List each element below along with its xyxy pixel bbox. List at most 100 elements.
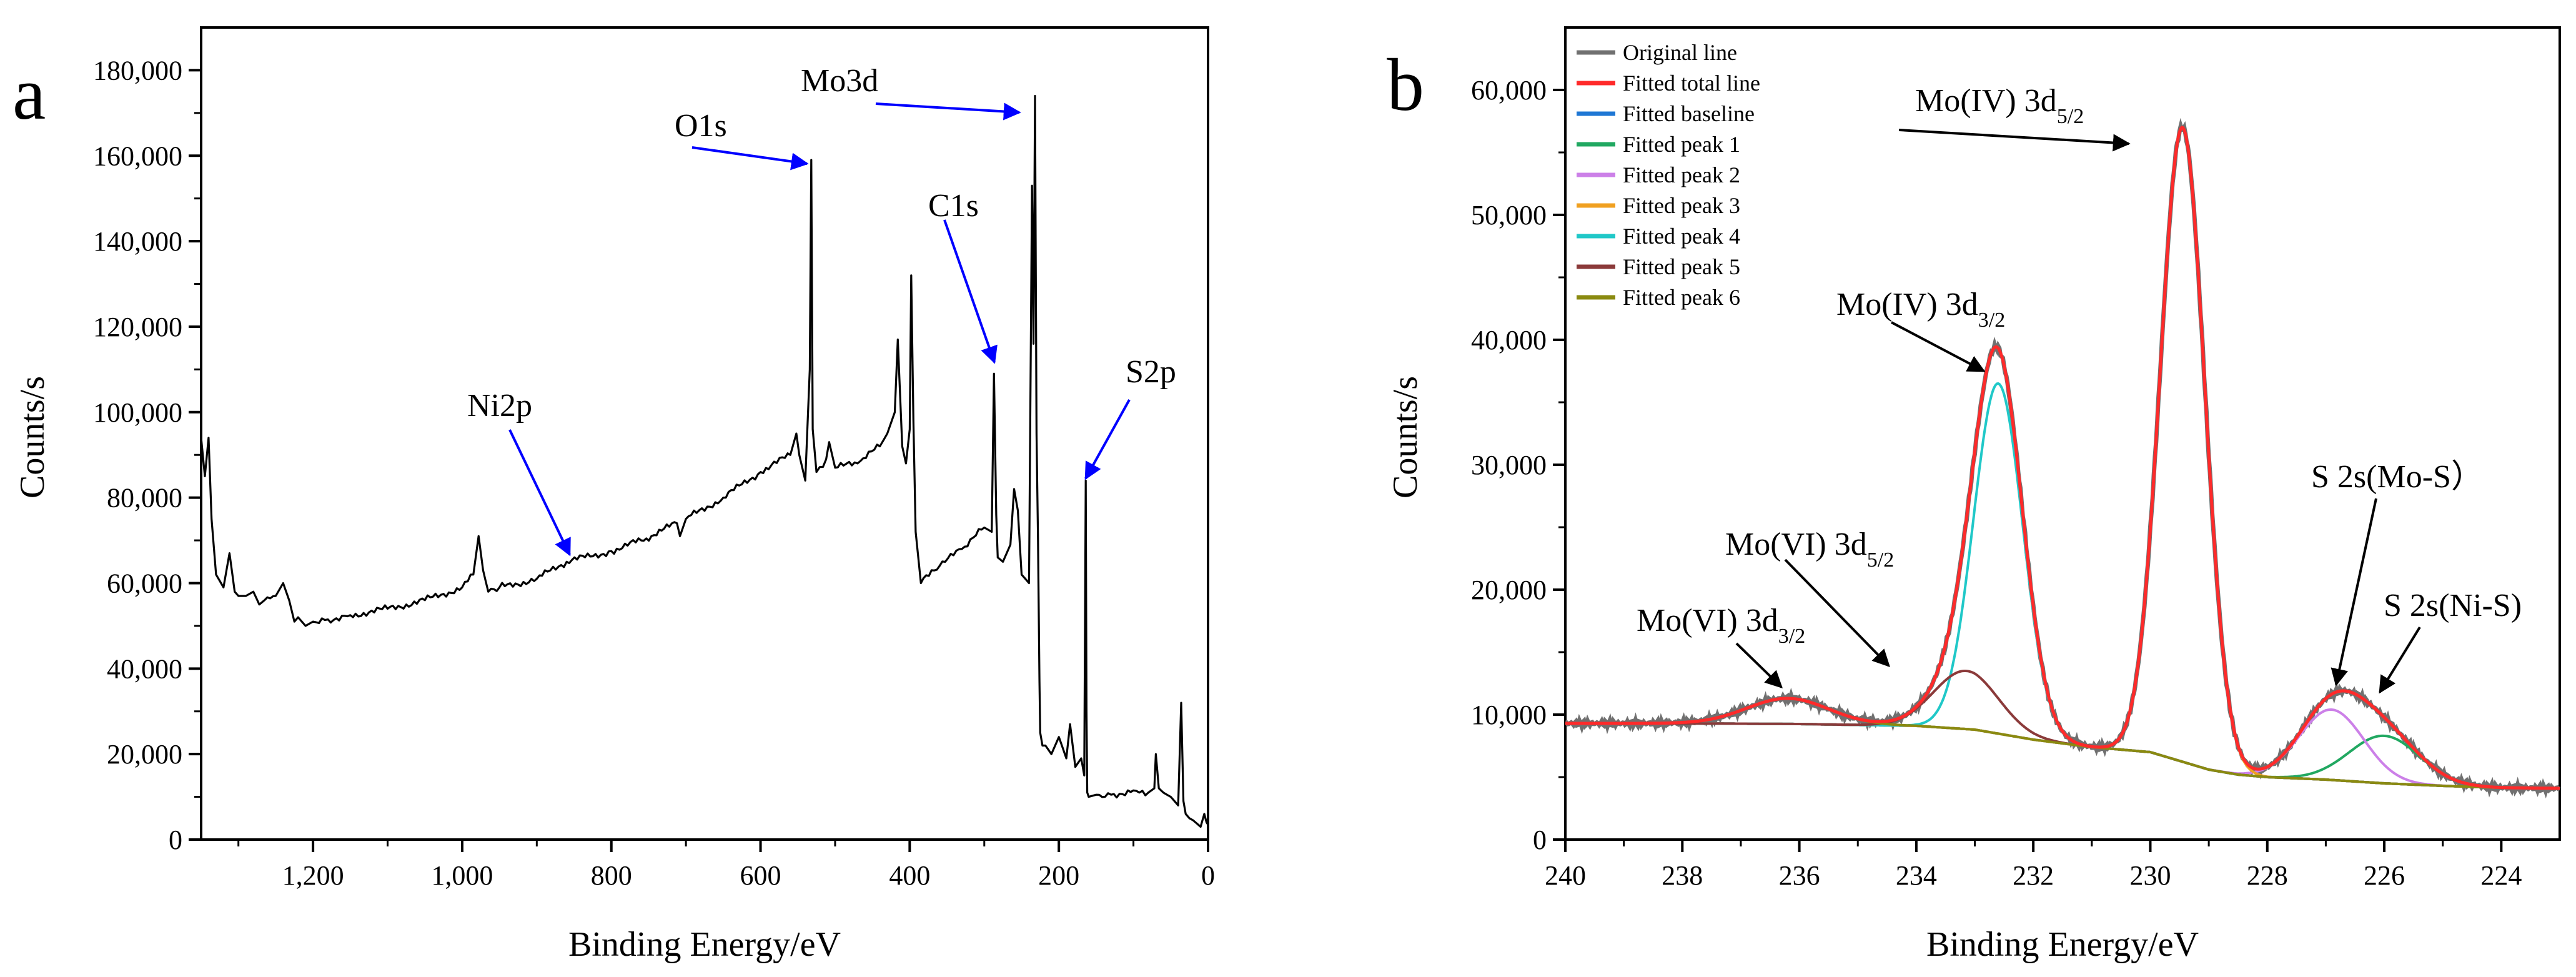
annotation-mo3d-label: Mo3d [801, 63, 878, 99]
annotation-mo4-32: Mo(IV) 3d3/2 [1836, 287, 2005, 372]
panel-b-y-tick-label: 0 [1533, 825, 1547, 855]
annotation-mo4-52-base: Mo(IV) 3d [1915, 83, 2057, 119]
panel-b-legend: Original line Fitted total line Fitted bas… [1577, 40, 1760, 310]
panel-b: b 240 238 236 234 232 230 228 226 224 0 10,000 20,… [1386, 26, 2561, 964]
panel-b-y-tick-label: 10,000 [1471, 700, 1547, 730]
panel-b-y-axis: 0 10,000 20,000 30,000 40,000 50,000 60,000 [1471, 75, 1565, 855]
panel-b-y-tick-label: 30,000 [1471, 450, 1547, 480]
panel-b-x-tick-label: 234 [1896, 860, 1937, 891]
panel-a-x-axis: 1,200 1,000 800 600 400 200 0 [237, 840, 1215, 891]
panel-b-x-axis: 240 238 236 234 232 230 228 226 224 [1545, 840, 2522, 891]
annotation-mo6-52-sub: 5/2 [1867, 548, 1894, 572]
annotation-c1s: C1s [928, 188, 998, 364]
panel-a-series [200, 94, 1209, 828]
annotation-s2p-label: S2p [1126, 354, 1176, 390]
legend-label: Original line [1623, 40, 1737, 65]
annotation-s2s-nis-label: S 2s(Ni-S) [2384, 588, 2522, 623]
panel-b-y-tick-label: 40,000 [1471, 325, 1547, 355]
panel-b-x-axis-title: Binding Energy/eV [1926, 925, 2199, 964]
panel-b-x-tick-label: 232 [2013, 860, 2054, 891]
panel-a-y-tick-label: 180,000 [93, 55, 182, 86]
panel-b-series [1565, 117, 2561, 799]
annotation-o1s-arrow [691, 146, 809, 171]
legend-label: Fitted baseline [1623, 101, 1755, 126]
panel-a-letter: a [12, 52, 46, 135]
panel-b-y-axis-title: Counts/s [1386, 376, 1425, 498]
panel-a-x-axis-title: Binding Energy/eV [568, 925, 841, 964]
panel-a-y-tick-label: 120,000 [93, 312, 182, 342]
panel-b-y-tick-label: 60,000 [1471, 75, 1547, 106]
legend-label: Fitted peak 3 [1623, 193, 1740, 218]
annotation-mo6-52-base: Mo(VI) 3d [1725, 527, 1867, 562]
annotation-ni2p-label: Ni2p [467, 388, 532, 424]
panel-b-y-tick-label: 50,000 [1471, 200, 1547, 231]
panel-b-y-tick-label: 20,000 [1471, 575, 1547, 605]
panel-a-x-tick-label: 800 [591, 860, 632, 891]
annotation-mo6-52-label: Mo(VI) 3d5/2 [1725, 527, 1894, 572]
panel-a-y-tick-label: 60,000 [107, 568, 182, 598]
annotation-mo6-32-arrow [1735, 642, 1783, 688]
panel-a-y-axis: 0 20,000 40,000 60,000 80,000 100,000 120,000 1… [93, 55, 201, 855]
panel-a-x-tick-label: 1,200 [282, 860, 344, 891]
annotation-mo6-52: Mo(VI) 3d5/2 [1725, 527, 1894, 668]
panel-b-x-tick-label: 238 [1662, 860, 1703, 891]
panel-a-x-tick-label: 1,000 [431, 860, 493, 891]
annotation-mo6-32-sub: 3/2 [1778, 625, 1805, 648]
panel-a-y-axis-title: Counts/s [13, 376, 52, 498]
panel-b-x-tick-label: 226 [2364, 860, 2405, 891]
panel-a-series-line [200, 94, 1209, 828]
annotation-c1s-label: C1s [928, 188, 979, 224]
panel-b-x-tick-label: 228 [2247, 860, 2288, 891]
annotation-o1s: O1s [675, 108, 809, 171]
legend-label: Fitted peak 6 [1623, 285, 1740, 310]
annotation-mo3d: Mo3d [801, 63, 1021, 121]
series-fitted-total-line [1565, 126, 2560, 790]
panel-b-x-tick-label: 224 [2480, 860, 2522, 891]
panel-b-x-tick-label: 240 [1545, 860, 1586, 891]
annotation-s2s-mos: S 2s(Mo-S） [2311, 459, 2484, 687]
annotation-s2s-nis-arrow [2379, 626, 2421, 694]
panel-b-x-tick-label: 230 [2129, 860, 2171, 891]
panel-a-x-tick-label: 200 [1038, 860, 1079, 891]
annotation-mo4-52-label: Mo(IV) 3d5/2 [1915, 83, 2084, 128]
annotation-mo4-32-base: Mo(IV) 3d [1836, 287, 1978, 322]
panel-a-x-tick-label: 400 [889, 860, 930, 891]
annotation-mo6-52-arrow [1784, 558, 1890, 668]
annotation-s2s-mos-arrow [2331, 498, 2377, 687]
annotation-s2p: S2p [1084, 354, 1176, 480]
annotation-mo3d-arrow [875, 102, 1021, 121]
annotation-mo4-32-sub: 3/2 [1978, 309, 2005, 332]
panel-a-x-tick-label: 0 [1201, 860, 1215, 891]
legend-label: Fitted peak 2 [1623, 162, 1740, 187]
annotation-mo6-32-label: Mo(VI) 3d3/2 [1637, 603, 1805, 648]
panel-a-y-tick-label: 140,000 [93, 226, 182, 257]
panel-a-y-tick-label: 20,000 [107, 739, 182, 770]
panel-a: a 1,200 1,000 800 600 400 200 0 0 20,000 40,000 6… [12, 26, 1215, 964]
annotation-mo4-52-sub: 5/2 [2057, 105, 2084, 128]
annotation-mo4-52: Mo(IV) 3d5/2 [1898, 83, 2131, 152]
panel-a-y-tick-label: 160,000 [93, 141, 182, 171]
panel-a-x-tick-label: 600 [740, 860, 781, 891]
legend-label: Fitted total line [1623, 71, 1760, 96]
annotation-c1s-arrow [943, 219, 998, 364]
annotation-s2s-mos-label: S 2s(Mo-S） [2311, 459, 2484, 495]
annotation-s2p-arrow [1084, 399, 1131, 480]
legend-label: Fitted peak 4 [1623, 224, 1740, 249]
annotation-mo4-32-label: Mo(IV) 3d3/2 [1836, 287, 2005, 332]
panel-a-y-tick-label: 0 [169, 825, 182, 855]
annotation-mo4-52-arrow [1898, 129, 2131, 152]
panel-a-y-tick-label: 100,000 [93, 397, 182, 428]
series-fitted-peak-4 [1565, 382, 2560, 790]
annotation-s2s-nis: S 2s(Ni-S) [2379, 588, 2522, 694]
legend-label: Fitted peak 1 [1623, 132, 1740, 157]
annotation-o1s-label: O1s [675, 108, 727, 144]
panel-a-y-tick-label: 80,000 [107, 483, 182, 513]
annotation-ni2p: Ni2p [467, 388, 571, 557]
annotation-ni2p-arrow [508, 429, 571, 557]
panel-a-plot-frame [200, 26, 1209, 841]
panel-a-y-tick-label: 40,000 [107, 653, 182, 684]
panel-b-letter: b [1387, 43, 1424, 126]
legend-label: Fitted peak 5 [1623, 254, 1740, 279]
panel-b-x-tick-label: 236 [1779, 860, 1820, 891]
